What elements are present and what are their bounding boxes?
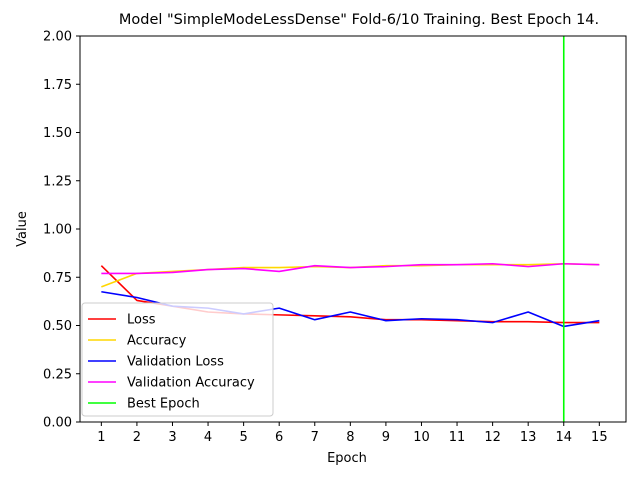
x-tick-label: 4 (204, 430, 212, 445)
x-tick-label: 3 (168, 430, 176, 445)
x-tick-label: 7 (311, 430, 319, 445)
y-tick-label: 0.25 (43, 367, 72, 382)
axes: 1 2 3 4 5 6 7 8 9 10 11 12 13 14 150.000.250.500.751.0… (43, 30, 608, 446)
chart-title: Model "SimpleModeLessDense" Fold-6/10 Tr… (119, 12, 599, 28)
legend-label: Validation Loss (127, 355, 224, 370)
y-tick-label: 1.00 (43, 223, 72, 238)
y-tick-label: 0.75 (43, 271, 72, 286)
x-axis-label: Epoch (327, 451, 367, 466)
x-tick-label: 1 (97, 430, 105, 445)
x-tick-label: 14 (555, 430, 572, 445)
y-tick-label: 2.00 (43, 30, 72, 45)
legend-label: Validation Accuracy (127, 376, 255, 391)
y-tick-label: 0.00 (43, 416, 72, 431)
y-axis-label: Value (15, 211, 30, 247)
y-tick-label: 1.25 (43, 174, 72, 189)
y-tick-label: 1.75 (43, 78, 72, 93)
x-tick-label: 15 (591, 430, 608, 445)
x-tick-label: 5 (239, 430, 247, 445)
legend-box (81, 302, 274, 417)
series-line-3 (101, 262, 600, 275)
x-tick-label: 11 (449, 430, 466, 445)
legend-label: Best Epoch (127, 397, 200, 412)
x-tick-label: 13 (520, 430, 537, 445)
x-tick-label: 8 (346, 430, 354, 445)
x-tick-label: 6 (275, 430, 283, 445)
x-tick-label: 12 (484, 430, 501, 445)
x-tick-label: 9 (382, 430, 390, 445)
legend-label: Accuracy (127, 334, 187, 349)
y-tick-label: 1.50 (43, 126, 72, 141)
legend-label: Loss (127, 313, 156, 328)
legend: Loss Accuracy Validation Loss Validation Ac… (81, 302, 274, 417)
x-tick-label: 2 (133, 430, 141, 445)
x-tick-label: 10 (413, 430, 430, 445)
y-tick-label: 0.50 (43, 319, 72, 334)
